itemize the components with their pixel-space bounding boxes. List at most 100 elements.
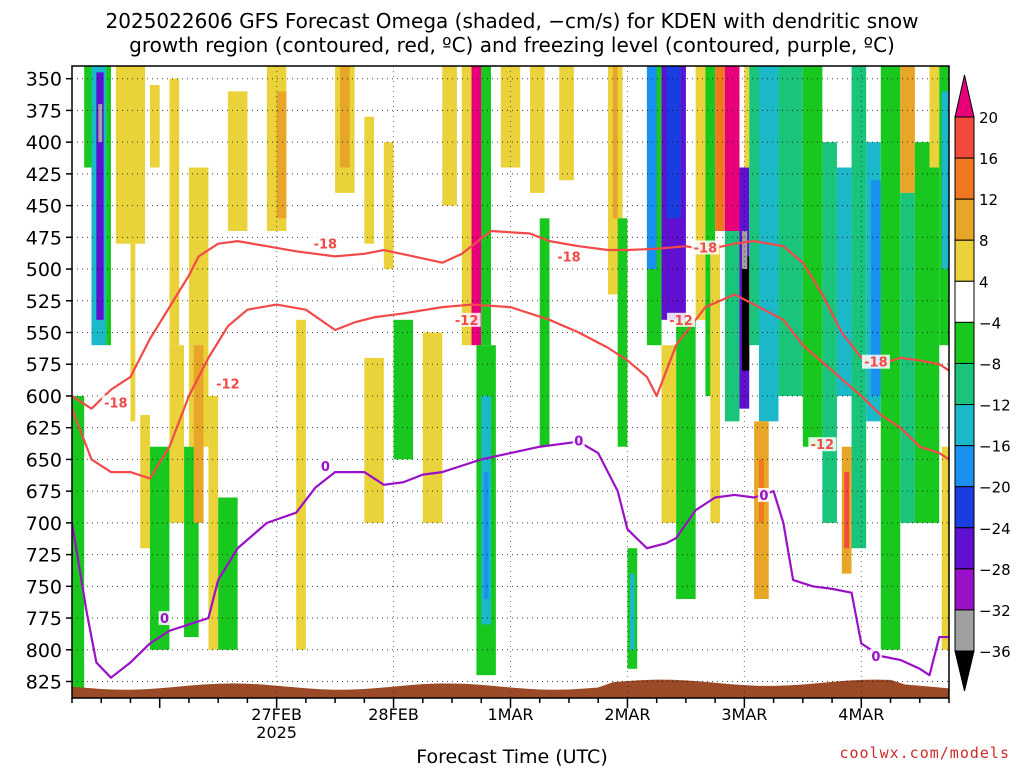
colorbar-label: 16	[979, 150, 998, 168]
freezing-level-contour	[72, 440, 949, 679]
omega-cell	[296, 319, 306, 650]
omega-cell	[661, 345, 677, 523]
y-tick-label: 350	[26, 69, 62, 91]
omega-cell	[364, 116, 375, 244]
colorbar-label: −32	[979, 602, 1011, 620]
dgz-contour-label-bg	[452, 312, 481, 327]
colorbar-bin	[954, 280, 975, 323]
colorbar-bin	[954, 362, 975, 406]
x-tick-label: 27FEB	[251, 705, 302, 724]
x-tick-label: 28FEB	[368, 705, 419, 724]
dgz-contour-label: -12	[669, 314, 693, 329]
colorbar-label: −8	[979, 355, 1001, 373]
colorbar-top-triangle	[954, 74, 975, 118]
omega-cell	[695, 66, 706, 320]
omega-cell	[749, 66, 759, 346]
x-tick-label: 1MAR	[487, 705, 533, 724]
dgz-contour-label: -18	[104, 396, 128, 411]
omega-cell	[84, 66, 92, 168]
x-axis-label: Forecast Time (UTC)	[416, 746, 608, 768]
dgz-contour-label: -12	[216, 377, 240, 392]
colorbar-label: −36	[979, 643, 1011, 661]
y-tick-label: 700	[26, 513, 62, 535]
colorbar-bin	[954, 527, 975, 570]
omega-cell	[539, 218, 550, 447]
dgz-contour-minus12	[72, 293, 949, 480]
omega-cell	[741, 230, 748, 270]
omega-cell	[106, 66, 111, 346]
omega-cell	[900, 66, 915, 193]
omega-cell	[169, 345, 185, 523]
omega-cell	[481, 66, 492, 346]
omega-cell	[559, 66, 574, 181]
y-tick-label: 600	[26, 386, 62, 408]
dgz-contour-label: -18	[314, 238, 338, 253]
y-tick-label: 825	[26, 672, 62, 694]
omega-cell	[149, 446, 170, 650]
colorbar-bin	[954, 321, 975, 364]
y-tick-label: 800	[26, 640, 62, 662]
freezing-contour-label-bg	[158, 611, 171, 626]
dgz-contour-label-bg	[101, 395, 130, 410]
omega-cell	[822, 142, 837, 523]
omega-cell	[724, 230, 740, 422]
colorbar-bin	[954, 568, 975, 611]
dgz-contour-label-bg	[808, 437, 837, 452]
omega-cell	[710, 243, 721, 523]
colorbar-label: −4	[979, 314, 1001, 332]
freezing-contour-label: 0	[321, 460, 330, 475]
grid-lines	[72, 66, 949, 698]
colorbar-bin	[954, 404, 975, 447]
freezing-contour-label-bg	[319, 458, 332, 473]
y-tick-label: 650	[26, 449, 62, 471]
colorbar-bin	[954, 486, 975, 529]
colorbar-label: −24	[979, 520, 1011, 538]
colorbar-bin	[954, 198, 975, 241]
omega-cell	[929, 66, 940, 168]
omega-cell	[339, 66, 350, 168]
contours: -18 -18 -18 -18 -18 -12 -12 -12 -12 0 0 0 0 0	[72, 229, 949, 679]
omega-cell	[276, 91, 287, 219]
y-tick-label: 525	[26, 291, 62, 313]
colorbar-bin	[954, 157, 975, 200]
omega-cell	[871, 180, 881, 396]
colorbar: 20 16 12 8 4 −4 −8 −12 −16 −20 −24 −28 −32 −36	[954, 74, 1011, 692]
omega-cell	[941, 91, 949, 270]
dgz-contour-label-bg	[554, 249, 583, 264]
colorbar-label: −12	[979, 397, 1011, 415]
dgz-contour-label-bg	[691, 240, 720, 255]
y-tick-label: 750	[26, 576, 62, 598]
dgz-contour-label: -18	[694, 241, 718, 256]
y-tick-label: 450	[26, 196, 62, 218]
omega-cell	[744, 66, 750, 168]
colorbar-bin	[954, 609, 975, 652]
x-tick-label: 3MAR	[721, 705, 767, 724]
omega-cell	[227, 91, 248, 231]
freezing-contour-label-bg	[572, 433, 585, 448]
omega-cell	[483, 472, 489, 600]
colorbar-bin	[954, 239, 975, 282]
colorbar-label: −20	[979, 479, 1011, 497]
omega-cell	[149, 85, 160, 168]
omega-cell	[476, 66, 482, 295]
omega-cell	[96, 72, 104, 320]
x-tick-label: 2MAR	[604, 705, 650, 724]
dgz-contour-label-bg	[213, 376, 242, 391]
omega-cell	[461, 66, 472, 346]
terrain-band	[72, 679, 949, 698]
omega-cell	[72, 395, 85, 698]
freezing-contour-label-bg	[757, 487, 770, 502]
omega-cell	[393, 319, 414, 460]
omega-cell	[778, 66, 803, 396]
dgz-contour-label: -18	[864, 356, 888, 371]
y-tick-label: 500	[26, 259, 62, 281]
omega-cell	[741, 256, 750, 371]
omega-cell	[169, 78, 180, 346]
dgz-contour-label-bg	[311, 236, 340, 251]
omega-cell	[715, 66, 725, 231]
y-tick-label: 625	[26, 418, 62, 440]
colorbar-bin	[954, 445, 975, 488]
y-tick-label: 550	[26, 323, 62, 345]
terrain-fill	[72, 679, 949, 698]
